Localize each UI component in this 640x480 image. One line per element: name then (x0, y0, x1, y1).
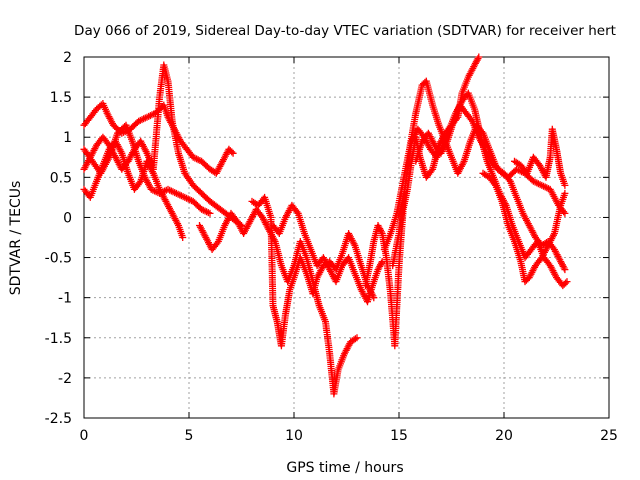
data-point (467, 116, 475, 124)
data-point (184, 195, 192, 203)
x-tick-label: 5 (185, 428, 194, 444)
x-axis-label: GPS time / hours (286, 460, 403, 476)
tick-labels: 0 5 10 15 20 25 -2.5 -2 -1.5 -1 -0.5 0 0.5 1 1.5 2 (45, 50, 618, 444)
plot-frame (83, 56, 610, 419)
y-tick-label: -2 (58, 371, 72, 387)
x-tick-label: 10 (285, 428, 303, 444)
data-point (561, 266, 569, 274)
data-point (228, 148, 236, 156)
data-point (541, 183, 549, 191)
data-point (146, 112, 154, 120)
data-point (505, 176, 513, 184)
data-point (474, 55, 482, 63)
y-tick-label: 0 (63, 210, 72, 226)
data-point (561, 209, 569, 217)
x-tick-label: 0 (80, 428, 89, 444)
data-point (167, 187, 175, 195)
series-track-7 (269, 201, 386, 306)
x-tick-label: 15 (390, 428, 408, 444)
data-point (490, 180, 498, 188)
series-track-6 (248, 193, 378, 350)
series-track-5 (196, 205, 361, 398)
data-point (377, 259, 385, 267)
chart-title: Day 066 of 2019, Sidereal Day-to-day VTE… (74, 23, 616, 39)
data-point (193, 155, 201, 163)
x-tick-label: 20 (495, 428, 513, 444)
data-point (427, 167, 435, 175)
data-point (138, 116, 146, 124)
data-point (377, 228, 385, 236)
data-point (151, 187, 159, 195)
x-tick-label: 25 (600, 428, 618, 444)
data-point (206, 209, 214, 217)
data-point (560, 264, 568, 272)
data-point (159, 188, 167, 196)
data-point (475, 53, 483, 61)
y-tick-label: 1 (63, 130, 72, 146)
data-point (351, 335, 359, 343)
y-axis-label: SDTVAR / TECUs (8, 181, 24, 296)
y-tick-label: 0.5 (50, 170, 72, 186)
series-track-12 (479, 169, 569, 286)
series-track-4 (80, 121, 214, 217)
data-point (563, 278, 571, 286)
data-point (201, 207, 209, 215)
data-point (562, 279, 570, 287)
data-point (561, 181, 569, 189)
y-tick-label: -1.5 (45, 331, 72, 347)
data-point (561, 189, 569, 197)
series-track-11 (412, 101, 569, 274)
data-point (213, 239, 221, 247)
data-point (293, 208, 301, 216)
y-tick-label: -0.5 (45, 251, 72, 267)
series-track-2 (80, 61, 245, 229)
data-point (229, 149, 237, 157)
data-point (179, 234, 187, 241)
y-tick-label: -1 (58, 291, 72, 307)
y-tick-label: 2 (63, 50, 72, 66)
data-points (80, 53, 571, 398)
series-track-13 (511, 125, 569, 189)
data-point (135, 179, 143, 187)
y-tick-label: -2.5 (45, 411, 72, 427)
data-point (353, 334, 361, 342)
axis-ticks (83, 56, 610, 419)
data-point (176, 191, 184, 199)
y-tick-label: 1.5 (50, 90, 72, 106)
